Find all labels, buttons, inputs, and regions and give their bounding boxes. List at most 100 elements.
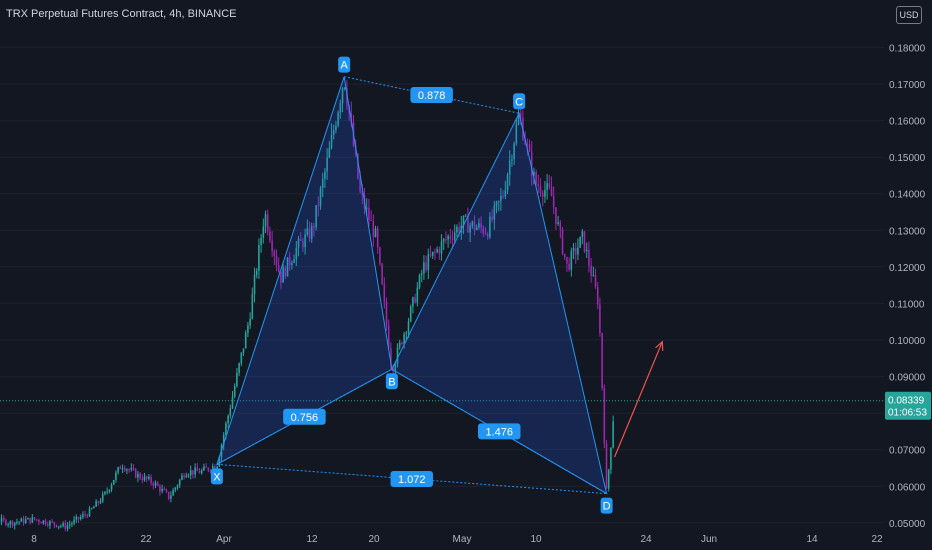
candle-body	[38, 519, 40, 523]
ratio-label-box[interactable]	[390, 470, 434, 487]
ratio-line-XB[interactable]	[216, 368, 393, 465]
candle-body	[178, 479, 181, 486]
candle-body	[601, 333, 603, 388]
ratio-label-box[interactable]	[410, 86, 453, 103]
candle-body	[308, 228, 311, 239]
xab-triangle[interactable]	[216, 76, 393, 466]
price-tick-label: 0.15000	[889, 153, 926, 164]
candle-body	[471, 221, 474, 226]
candle-body	[46, 524, 49, 526]
candle-body	[570, 251, 573, 270]
time-axis[interactable]: 8 22 Apr 12 20 May 10 24 Jun 14 22	[31, 534, 883, 545]
price-axis[interactable]: 0.050000.060000.070000.080000.090000.100…	[885, 43, 931, 530]
candle-body	[596, 286, 599, 305]
candle-body	[585, 249, 588, 252]
current-price-tag[interactable]	[885, 391, 931, 420]
ratio-label: 0.878	[418, 90, 446, 102]
candle-body	[552, 196, 555, 208]
candle-body	[194, 467, 196, 475]
candle-body	[255, 270, 258, 275]
point-d-box[interactable]	[600, 497, 613, 514]
ratio-label: 1.072	[398, 474, 426, 486]
harmonic-pattern[interactable]: 0.878 0.756 1.476 1.072 X A B C D	[210, 56, 613, 514]
candle-body	[282, 267, 284, 283]
ratio-line-XD[interactable]	[216, 463, 607, 495]
candle-body	[467, 215, 469, 233]
ratio-label-box[interactable]	[477, 423, 521, 440]
candle-body	[484, 233, 487, 235]
candle-body	[486, 233, 489, 238]
candle-body	[148, 476, 150, 479]
point-label-a: A	[340, 60, 348, 72]
candle-body	[319, 188, 322, 207]
candle-body	[603, 387, 606, 444]
candle-body	[445, 239, 447, 241]
price-tick-label: 0.09000	[889, 373, 926, 384]
candle-body	[546, 183, 548, 190]
price-tick-label: 0.10000	[889, 336, 926, 347]
currency-button[interactable]: USD	[896, 6, 922, 24]
candle-body	[192, 470, 194, 475]
candle-body	[577, 247, 579, 255]
candle-body	[143, 476, 146, 481]
candle-body	[515, 124, 518, 144]
candle-body	[541, 193, 544, 197]
candle-body	[368, 207, 370, 220]
candle-body	[555, 207, 557, 224]
point-b-box[interactable]	[385, 373, 398, 390]
candle-body	[385, 301, 388, 326]
candle-body	[159, 485, 161, 492]
arrow-head[interactable]	[655, 340, 664, 351]
candle-body	[574, 248, 577, 255]
candle-body	[508, 160, 511, 175]
candle-body	[104, 491, 106, 494]
candle-body	[343, 87, 346, 89]
candle-body	[31, 517, 34, 523]
candle-body	[132, 467, 135, 470]
candle-body	[264, 214, 267, 227]
candle-body	[0, 517, 3, 522]
time-tick-label: 22	[871, 534, 883, 545]
point-a-box[interactable]	[338, 56, 351, 73]
candle-body	[203, 466, 205, 471]
candle-body	[88, 508, 91, 517]
price-tick-label: 0.07000	[889, 446, 926, 457]
candle-body	[242, 348, 245, 353]
candle-body	[18, 521, 20, 523]
candle-body	[420, 273, 423, 275]
candle-body	[293, 259, 295, 263]
candle-body	[130, 467, 133, 470]
candle-body	[205, 466, 207, 468]
point-label-b: B	[388, 376, 395, 388]
candle-body	[524, 139, 526, 145]
candle-body	[473, 221, 476, 230]
ratio-label-box[interactable]	[283, 408, 326, 425]
candle-body	[500, 195, 502, 202]
candle-body	[504, 190, 507, 197]
candle-body	[117, 467, 119, 473]
candle-body	[370, 219, 372, 221]
candle-body	[361, 191, 364, 195]
candle-body	[24, 519, 27, 524]
candle-body	[414, 297, 416, 303]
candle-body	[222, 434, 225, 446]
candle-body	[44, 520, 47, 525]
candle-body	[150, 476, 152, 483]
candle-body	[594, 275, 597, 287]
candle-body	[2, 517, 5, 520]
point-label-d: D	[603, 501, 611, 513]
candle-body	[478, 223, 480, 228]
point-c-box[interactable]	[513, 93, 526, 110]
candle-body	[398, 342, 401, 348]
time-tick-label: Apr	[216, 534, 232, 545]
arrow-line[interactable]	[614, 341, 663, 458]
candle-body	[156, 482, 159, 486]
candle-body	[372, 220, 375, 238]
candle-body	[258, 244, 260, 271]
candle-body	[79, 517, 82, 520]
projection-arrow[interactable]	[614, 340, 664, 458]
point-x-box[interactable]	[210, 468, 223, 485]
candle-body	[407, 321, 410, 333]
